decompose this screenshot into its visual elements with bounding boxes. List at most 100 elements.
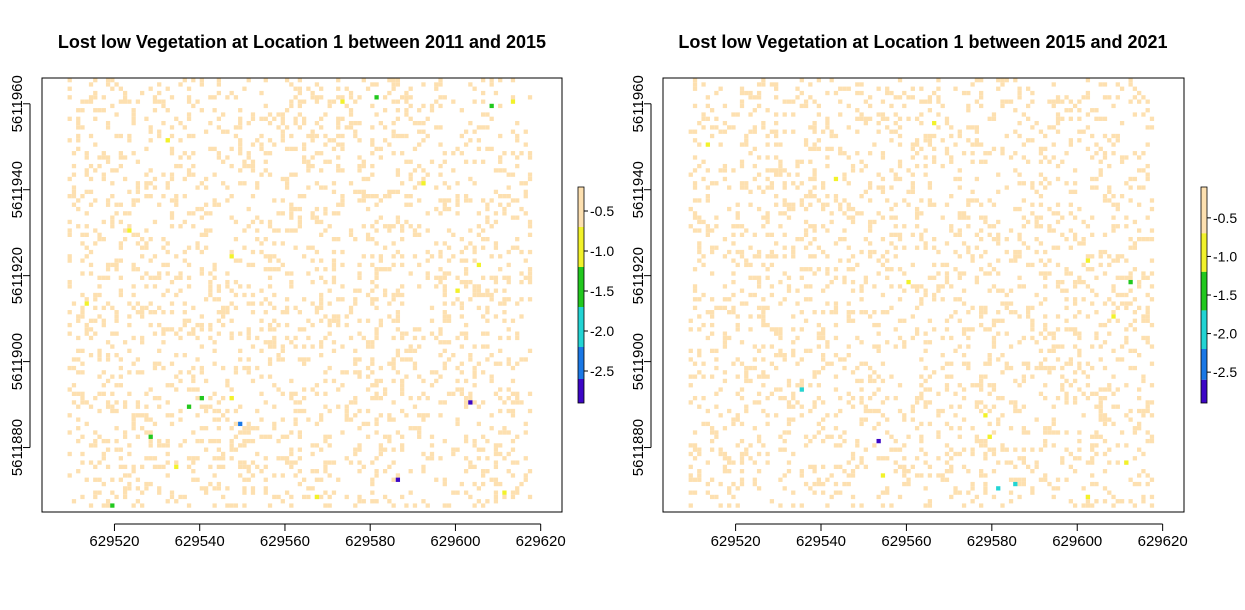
- raster-cell: [1043, 176, 1048, 182]
- raster-cell: [872, 284, 877, 289]
- raster-cell: [1034, 365, 1039, 371]
- raster-cell: [131, 112, 136, 117]
- raster-cell: [199, 267, 204, 272]
- raster-cell: [957, 383, 962, 388]
- raster-cell: [1149, 198, 1155, 203]
- raster-cell: [191, 456, 196, 461]
- raster-cell: [122, 404, 128, 409]
- raster-cell: [1124, 413, 1129, 418]
- raster-cell: [110, 215, 115, 220]
- raster-cell: [1128, 245, 1133, 250]
- raster-cell: [1085, 494, 1091, 500]
- raster-cell: [1102, 499, 1108, 504]
- raster-cell: [489, 224, 494, 229]
- raster-cell: [1008, 99, 1014, 104]
- raster-cell: [203, 297, 209, 302]
- raster-cell: [688, 464, 693, 470]
- raster-cell: [1021, 112, 1026, 117]
- raster-cell: [71, 301, 77, 306]
- raster-cell: [263, 434, 268, 439]
- raster-cell: [885, 198, 890, 203]
- raster-cell: [67, 228, 72, 233]
- raster-cell: [1068, 327, 1073, 332]
- raster-cell: [122, 464, 128, 470]
- raster-cell: [374, 112, 379, 117]
- raster-cell: [93, 95, 98, 100]
- raster-cell: [357, 426, 362, 431]
- raster-cell: [961, 90, 967, 96]
- raster-cell: [472, 438, 477, 444]
- raster-cell: [331, 490, 337, 495]
- raster-cell: [718, 451, 723, 457]
- raster-cell: [996, 172, 1001, 177]
- raster-cell: [395, 249, 401, 255]
- raster-cell: [331, 258, 337, 263]
- raster-cell: [489, 297, 494, 302]
- raster-cell: [867, 365, 873, 371]
- raster-cell: [319, 275, 324, 280]
- raster-cell: [442, 361, 447, 366]
- raster-cell: [250, 262, 256, 268]
- raster-cell: [169, 211, 175, 216]
- raster-cell: [114, 314, 119, 319]
- raster-cell: [846, 181, 851, 186]
- raster-cell: [67, 86, 72, 91]
- raster-cell: [983, 249, 988, 255]
- raster-cell: [701, 262, 706, 268]
- raster-cell: [135, 99, 141, 104]
- raster-cell: [276, 228, 281, 233]
- raster-cell: [1094, 434, 1099, 439]
- raster-cell: [140, 490, 145, 495]
- raster-cell: [731, 241, 736, 246]
- raster-cell: [808, 82, 813, 87]
- raster-cell: [688, 400, 693, 405]
- raster-cell: [412, 361, 418, 366]
- raster-cell: [778, 395, 783, 401]
- raster-cell: [186, 262, 192, 268]
- raster-cell: [936, 95, 941, 100]
- raster-cell: [863, 361, 868, 366]
- raster-cell: [949, 224, 954, 229]
- legend-tick-label: -0.5: [590, 203, 614, 219]
- raster-cell: [778, 447, 783, 452]
- raster-cell: [1102, 421, 1108, 427]
- raster-cell: [118, 99, 123, 104]
- raster-cell: [506, 279, 511, 285]
- raster-cell: [293, 95, 298, 100]
- raster-cell: [688, 473, 693, 478]
- raster-cell: [336, 211, 341, 216]
- raster-cell: [949, 159, 954, 164]
- raster-cell: [472, 481, 477, 487]
- raster-cell: [1025, 245, 1031, 250]
- raster-cell: [966, 249, 971, 255]
- raster-cell: [1051, 430, 1056, 435]
- raster-cell: [438, 95, 443, 100]
- raster-cell: [174, 254, 179, 259]
- raster-cell: [152, 108, 158, 113]
- raster-cell: [442, 288, 447, 293]
- raster-cell: [1102, 340, 1108, 345]
- raster-cell: [161, 120, 166, 126]
- raster-cell: [833, 443, 839, 448]
- raster-cell: [1025, 310, 1031, 315]
- raster-cell: [434, 378, 439, 384]
- raster-cell: [949, 469, 954, 474]
- raster-cell: [863, 447, 868, 452]
- raster-cell: [812, 99, 817, 104]
- raster-cell: [250, 112, 256, 117]
- raster-cell: [463, 279, 469, 285]
- legend-color-band: [1201, 271, 1207, 311]
- raster-cell: [996, 271, 1001, 276]
- raster-cell: [267, 322, 273, 328]
- raster-cell: [378, 413, 383, 418]
- raster-cell: [1119, 357, 1125, 362]
- raster-cell: [1128, 499, 1133, 504]
- raster-cell: [889, 284, 894, 289]
- raster-cell: [735, 357, 740, 362]
- raster-cell: [979, 314, 984, 319]
- raster-cell: [148, 322, 153, 328]
- raster-cell: [382, 469, 388, 474]
- raster-cell: [161, 172, 166, 177]
- raster-cell: [705, 198, 710, 203]
- raster-cell: [996, 258, 1001, 263]
